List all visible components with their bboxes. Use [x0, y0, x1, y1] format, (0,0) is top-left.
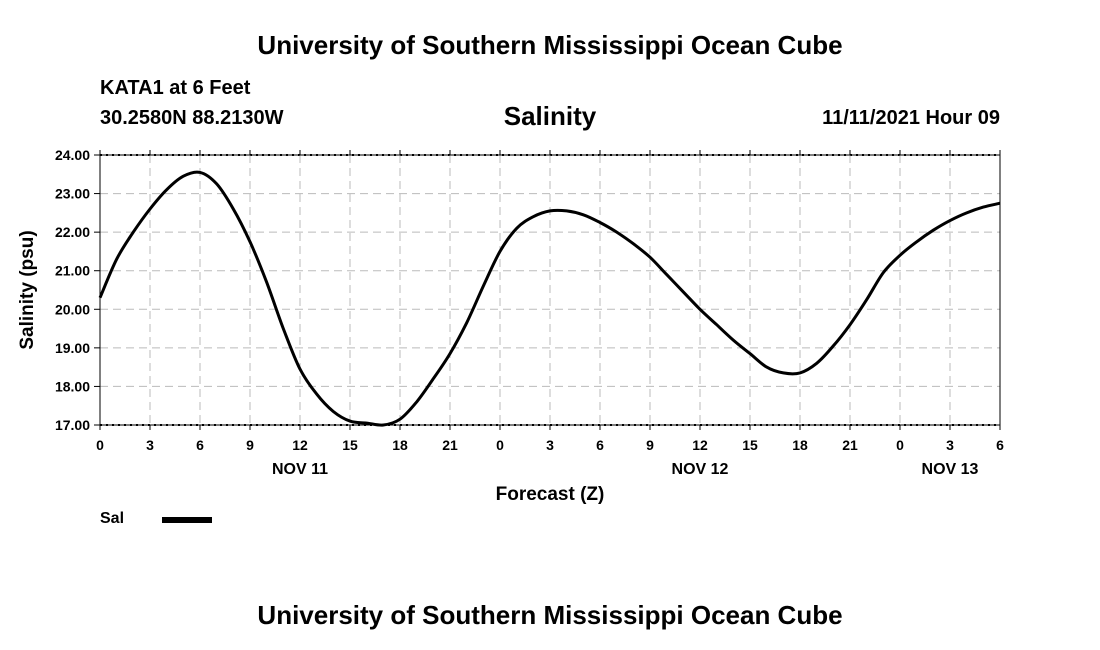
x-tick-label: 21 — [842, 437, 858, 453]
x-tick-label: 15 — [342, 437, 358, 453]
tick-label-layer: 17.00 18.00 19.00 20.00 21.00 22.00 23.00 24.00… — [55, 147, 1004, 478]
x-tick-label: 18 — [792, 437, 808, 453]
station-label: KATA1 at 6 Feet — [100, 77, 251, 99]
legend-line-swatch — [162, 517, 212, 523]
plot-frame — [99, 154, 1001, 426]
page-title-bottom: University of Southern Mississippi Ocean… — [257, 600, 843, 630]
y-tick-label: 23.00 — [55, 186, 90, 202]
x-tick-label: 12 — [292, 437, 308, 453]
x-date-label: NOV 13 — [922, 461, 979, 478]
x-tick-label: 18 — [392, 437, 408, 453]
x-tick-label: 21 — [442, 437, 458, 453]
grid-layer — [100, 154, 1000, 426]
x-tick-label: 6 — [596, 437, 604, 453]
x-axis-title: Forecast (Z) — [496, 484, 605, 505]
y-tick-label: 20.00 — [55, 301, 90, 317]
x-tick-label: 0 — [896, 437, 904, 453]
x-tick-label: 9 — [646, 437, 654, 453]
y-tick-label: 24.00 — [55, 147, 90, 163]
x-tick-label: 6 — [996, 437, 1004, 453]
x-tick-label: 0 — [96, 437, 104, 453]
chart-title: Salinity — [503, 101, 597, 131]
coordinates-label: 30.2580N 88.2130W — [100, 107, 284, 129]
x-tick-label: 12 — [692, 437, 708, 453]
x-date-label: NOV 11 — [272, 461, 328, 478]
y-tick-label: 19.00 — [55, 340, 90, 356]
x-tick-label: 0 — [496, 437, 504, 453]
y-tick-label: 22.00 — [55, 224, 90, 240]
x-tick-label: 15 — [742, 437, 758, 453]
y-tick-label: 21.00 — [55, 263, 90, 279]
y-tick-label: 18.00 — [55, 378, 90, 394]
legend-label: Sal — [100, 510, 125, 527]
y-tick-label: 17.00 — [55, 417, 90, 433]
x-tick-label: 6 — [196, 437, 204, 453]
tick-layer — [94, 150, 1001, 430]
page-title-top: University of Southern Mississippi Ocean… — [257, 30, 843, 60]
x-tick-label: 9 — [246, 437, 254, 453]
y-axis-title: Salinity (psu) — [17, 230, 38, 349]
x-tick-label: 3 — [546, 437, 554, 453]
x-date-label: NOV 12 — [672, 461, 729, 478]
x-tick-label: 3 — [946, 437, 954, 453]
run-time-label: 11/11/2021 Hour 09 — [822, 107, 1000, 129]
series-line-sal — [98, 170, 1001, 427]
x-tick-label: 3 — [146, 437, 154, 453]
